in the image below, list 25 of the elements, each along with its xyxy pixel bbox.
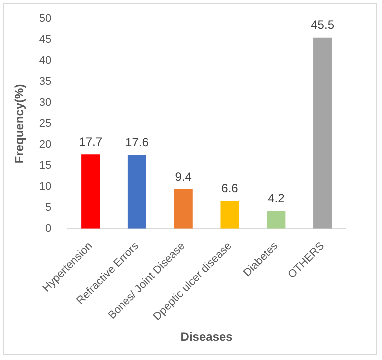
bar <box>220 201 240 229</box>
y-tick-label: 5 <box>46 202 52 214</box>
y-tick-label: 20 <box>39 138 52 151</box>
y-tick-label: 35 <box>39 76 52 88</box>
y-tick-label: 15 <box>39 160 52 172</box>
data-label: 45.5 <box>311 18 335 32</box>
data-label: 17.6 <box>126 135 150 150</box>
y-tick-label: 40 <box>39 55 52 68</box>
data-label: 9.4 <box>175 170 192 184</box>
y-axis-title: Frequency(%) <box>12 84 27 164</box>
y-tick-label: 45 <box>39 34 52 46</box>
bar <box>174 189 193 229</box>
bar <box>314 38 332 229</box>
y-tick-label: 25 <box>39 118 52 130</box>
bar <box>128 155 147 229</box>
data-label: 6.6 <box>222 182 239 196</box>
y-tick-label: 50 <box>39 13 52 26</box>
y-tick-label: 10 <box>39 180 52 193</box>
data-label: 4.2 <box>268 192 286 206</box>
bar <box>82 154 100 229</box>
y-tick-label: 0 <box>46 222 52 235</box>
data-label: 17.7 <box>79 134 103 149</box>
x-axis-title: Diseases <box>180 330 234 344</box>
bar <box>267 211 286 229</box>
y-tick-label: 30 <box>39 96 52 109</box>
